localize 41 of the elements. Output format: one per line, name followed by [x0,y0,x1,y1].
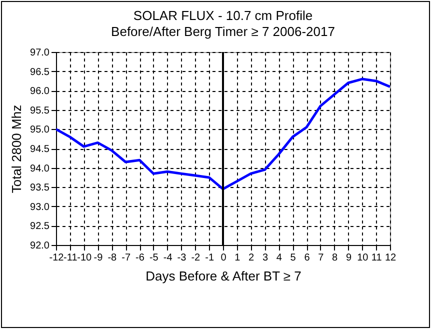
x-tick-label: 8 [332,252,338,264]
y-tick-label: 95.5 [30,105,50,116]
y-tick-label: 97.0 [30,48,50,58]
x-tick-label: 10 [357,252,369,264]
chart-subtitle: Before/After Berg Timer ≥ 7 2006-2017 [111,24,335,39]
x-tick-label: -8 [108,252,118,264]
x-tick-label: 3 [262,252,268,264]
x-tick-label: -6 [136,252,145,264]
x-tick-label: -9 [94,252,104,264]
x-tick-label: -7 [122,252,131,264]
x-tick-label: 11 [371,252,382,264]
x-tick-label: 2 [248,252,255,264]
x-tick-label: 5 [290,252,296,264]
x-tick-label: -3 [177,252,187,264]
y-tick-label: 92.0 [30,240,50,252]
x-tick-label: -4 [163,252,173,264]
x-tick-label: 9 [346,252,352,264]
chart-title: SOLAR FLUX - 10.7 cm Profile [133,8,313,23]
x-tick-label: -11 [64,252,78,264]
y-tick-label: 96.0 [30,86,50,98]
y-axis-title: Total 2800 Mhz [9,104,24,194]
x-tick-label: -10 [77,252,92,264]
y-tick-label: 96.5 [30,66,50,78]
x-tick-label: 6 [304,252,310,264]
line-series [56,78,390,190]
y-tick-label: 93.0 [30,202,50,213]
x-tick-label: 7 [318,252,324,264]
y-tick-label: 94.0 [30,163,50,174]
x-tick-label: 0 [220,252,227,264]
x-tick-label: -12 [49,252,64,264]
x-tick-label: 4 [276,252,282,264]
x-tick-label: -1 [205,252,214,264]
x-tick-label: -2 [191,252,201,264]
y-tick-label: 95.0 [30,124,50,136]
x-tick-label: 12 [384,252,396,264]
x-tick-label: -5 [149,252,159,264]
x-tick-label: 1 [234,252,241,264]
y-tick-label: 93.5 [30,182,50,194]
y-tick-label: 92.5 [30,221,50,232]
x-axis-title: Days Before & After BT ≥ 7 [146,268,302,284]
y-tick-label: 94.5 [30,144,50,155]
